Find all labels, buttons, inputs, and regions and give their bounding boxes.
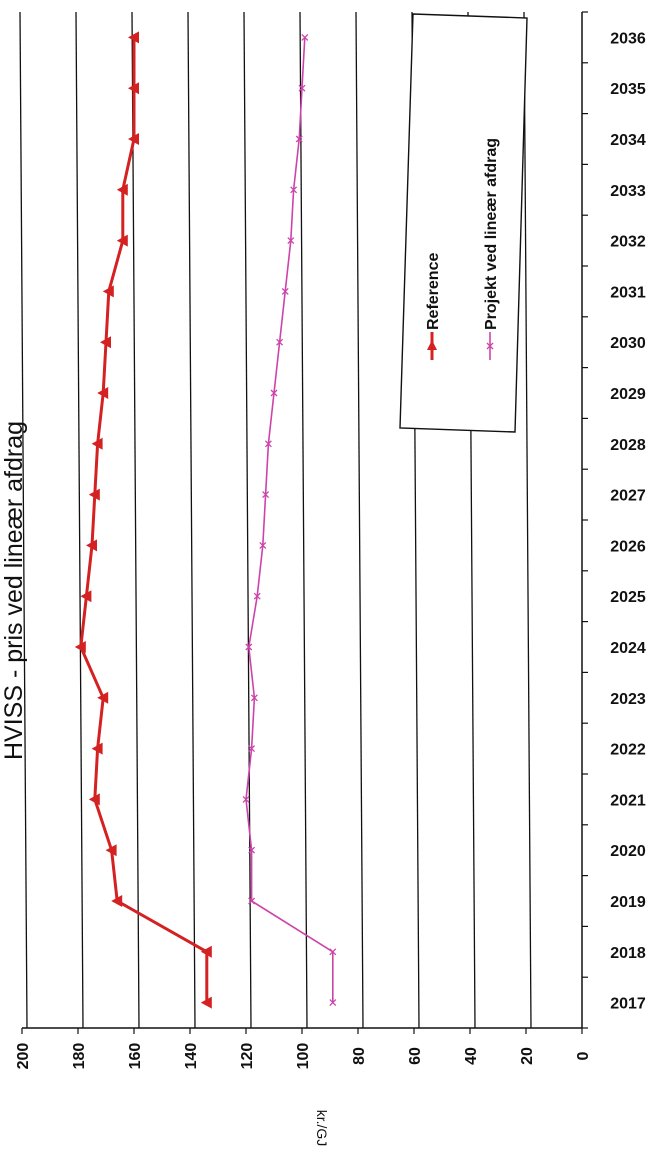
series-marker-0 (102, 285, 114, 298)
series-marker-0 (86, 539, 97, 552)
series-marker-1 (248, 745, 256, 753)
series-marker-1 (253, 592, 261, 600)
series-marker-1 (262, 491, 270, 499)
x-tick-label: 2032 (610, 234, 646, 251)
series-marker-0 (200, 996, 212, 1009)
y-tick-label: 60 (407, 1047, 424, 1065)
x-tick-label: 2017 (610, 996, 646, 1013)
series-marker-0 (74, 641, 86, 653)
legend: Reference Projekt ved lineær afdrag (399, 13, 528, 433)
series-marker-1 (298, 84, 306, 92)
x-tick-label: 2030 (610, 335, 646, 352)
series-line-0 (79, 37, 209, 1003)
series-marker-1 (290, 186, 298, 194)
y-tick-label: 160 (127, 1043, 144, 1070)
y-tick-label: 20 (519, 1047, 536, 1065)
series-marker-0 (111, 895, 123, 907)
series-marker-0 (97, 691, 109, 704)
chart-title: HVISS - pris ved lineær afdrag (0, 421, 28, 760)
series-marker-0 (200, 945, 212, 958)
gridline (131, 11, 140, 1029)
y-tick-label: 200 (15, 1043, 32, 1070)
x-tick-label: 2021 (610, 792, 646, 809)
y-tick-label: 120 (239, 1043, 256, 1070)
series-line-1 (245, 37, 334, 1003)
legend-box (399, 13, 528, 433)
x-tick-label: 2022 (610, 742, 646, 759)
y-tick-label: 40 (463, 1047, 480, 1065)
series-marker-1 (242, 795, 250, 803)
gridline (299, 11, 308, 1029)
series-marker-0 (91, 742, 103, 755)
y-tick-label: 80 (351, 1047, 368, 1065)
y-tick-label: 100 (295, 1043, 312, 1070)
series-marker-0 (128, 133, 139, 145)
series-marker-0 (128, 31, 139, 44)
series-marker-0 (128, 82, 139, 95)
series-layer (74, 31, 337, 1009)
series-marker-0 (80, 590, 92, 603)
series-marker-1 (248, 846, 256, 854)
series-marker-1 (276, 338, 284, 346)
x-tick-label: 2028 (610, 437, 646, 454)
series-marker-0 (88, 488, 100, 501)
y-tick-label: 140 (183, 1043, 200, 1070)
y-tick-label: 0 (575, 1051, 592, 1060)
gridline (187, 11, 196, 1029)
legend-marker-1 (486, 342, 494, 350)
series-marker-1 (248, 897, 256, 905)
gridline (19, 11, 28, 1029)
x-tick-label: 2025 (610, 589, 646, 606)
legend-marker-0 (427, 340, 437, 350)
series-marker-1 (287, 237, 295, 245)
x-tick-label: 2031 (610, 284, 646, 301)
series-marker-1 (259, 541, 267, 549)
x-tick-label: 2026 (610, 538, 646, 555)
x-tick-label: 2034 (610, 132, 646, 149)
axis-layer: 0 20 40 60 80 100 120 140 160 180 200 2017 2018 2019 2… (15, 11, 646, 1070)
series-marker-1 (295, 135, 303, 143)
x-tick-label: 2036 (610, 30, 646, 47)
series-marker-1 (245, 643, 253, 651)
y-tick-label: 180 (71, 1043, 88, 1070)
series-marker-0 (116, 183, 128, 196)
series-marker-0 (91, 437, 103, 450)
series-marker-0 (97, 387, 109, 399)
series-marker-0 (105, 844, 117, 857)
series-marker-1 (281, 287, 289, 295)
series-marker-1 (270, 389, 278, 397)
series-marker-0 (100, 336, 111, 349)
x-tick-label: 2024 (610, 640, 646, 657)
series-marker-1 (301, 33, 309, 41)
x-tick-label: 2027 (610, 488, 646, 505)
series-marker-1 (329, 948, 337, 956)
gridline (355, 11, 364, 1029)
legend-label-0: Reference (425, 253, 442, 330)
gridline (75, 11, 84, 1029)
series-marker-1 (250, 694, 258, 702)
series-marker-1 (329, 999, 337, 1007)
x-tick-label: 2018 (610, 945, 646, 962)
series-marker-1 (264, 440, 272, 448)
x-tick-label: 2020 (610, 843, 646, 860)
gridline (523, 11, 532, 1029)
x-tick-label: 2019 (610, 894, 646, 911)
x-tick-label: 2023 (610, 691, 646, 708)
legend-label-1: Projekt ved lineær afdrag (483, 138, 500, 330)
x-tick-label: 2033 (610, 183, 646, 200)
series-marker-0 (88, 793, 100, 806)
gridline (243, 11, 252, 1029)
x-tick-label: 2029 (610, 386, 646, 403)
series-marker-0 (116, 234, 128, 247)
y-axis-label: kr./GJ (314, 1110, 330, 1147)
x-tick-label: 2035 (610, 81, 646, 98)
